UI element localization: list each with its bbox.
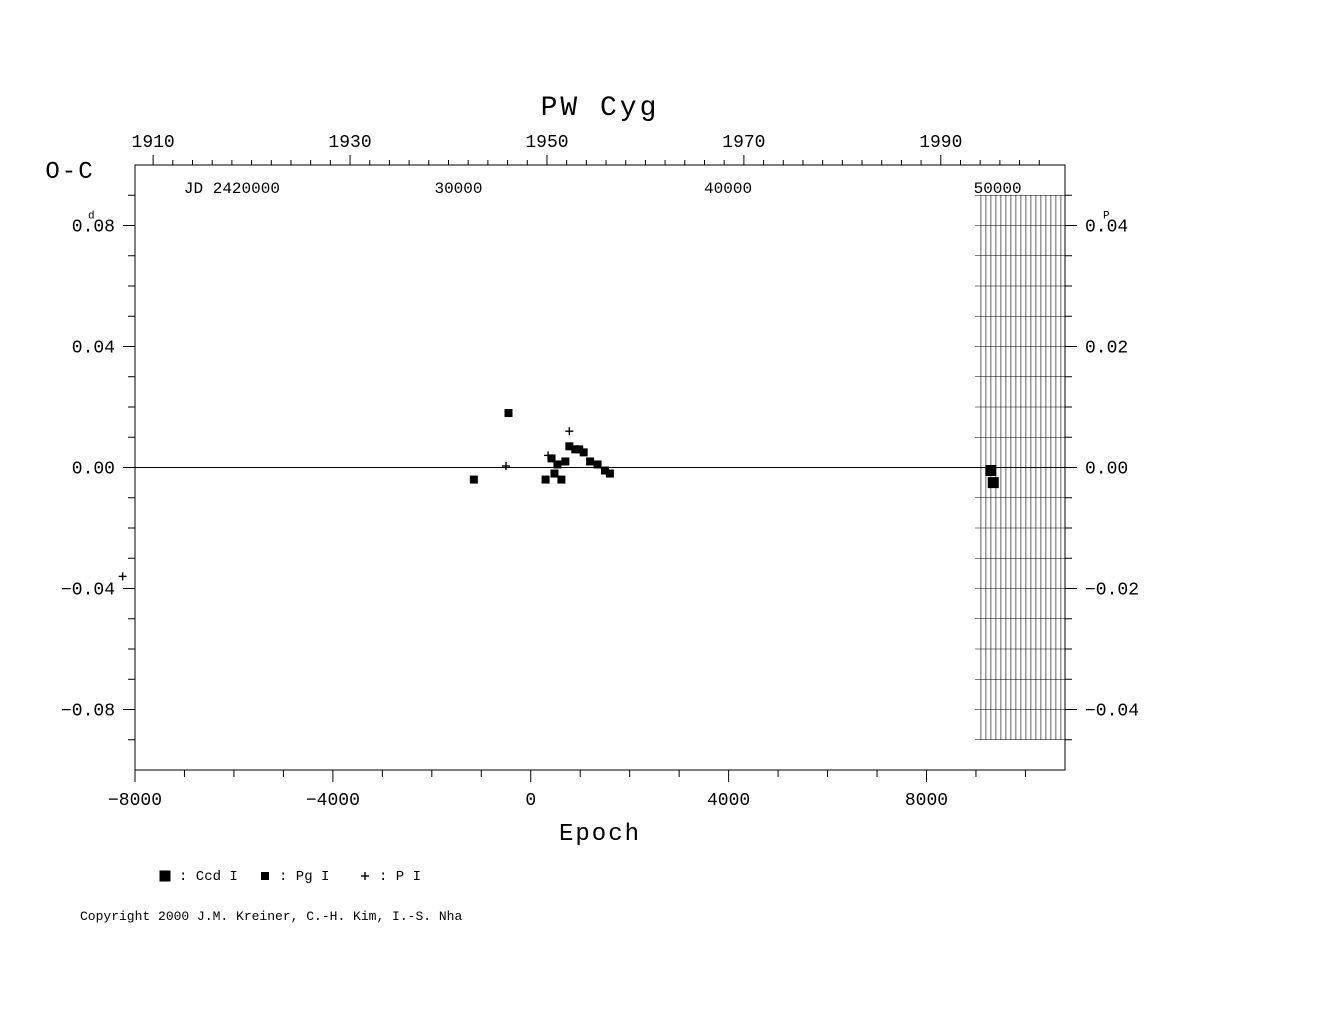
- x-bottom-tick-label: 8000: [905, 791, 948, 811]
- x-top-year-tick: 1950: [525, 133, 568, 153]
- x-bottom-tick-label: 0: [525, 791, 536, 811]
- series-pg-i: [470, 409, 614, 484]
- oc-diagram: −8000 −4000 0 4000 8000 −0.08 −0.04 0.00 0.04 0.0…: [0, 0, 1325, 1020]
- x-bottom-tick-label: −8000: [108, 791, 162, 811]
- x-top-year-tick: 1990: [919, 133, 962, 153]
- x-bottom-tick-label: −4000: [306, 791, 360, 811]
- x-top-year-tick: 1910: [132, 133, 175, 153]
- legend: : Ccd I : Pg I : P I: [160, 869, 422, 885]
- chart-title: PW Cyg: [541, 93, 660, 124]
- y-right-superscript: P: [1103, 211, 1110, 223]
- series-p-i: [119, 427, 574, 580]
- series-ccd-i: [985, 465, 998, 488]
- y-left-superscript: d: [88, 211, 95, 223]
- copyright-text: Copyright 2000 J.M. Kreiner, C.-H. Kim, …: [80, 909, 462, 924]
- legend-label: : Pg I: [279, 869, 329, 885]
- jd-base-label: JD 2420000: [184, 180, 280, 198]
- x-top-year-tick: 1970: [722, 133, 765, 153]
- legend-label: : P I: [379, 869, 421, 885]
- legend-label: : Ccd I: [179, 869, 238, 885]
- y-left-tick-label: 0.00: [72, 460, 115, 480]
- x-bottom-tick-label: 4000: [707, 791, 750, 811]
- x-axis-label: Epoch: [559, 821, 641, 848]
- y-right-tick-label: −0.02: [1085, 581, 1139, 601]
- x-top-year-tick: 1930: [328, 133, 371, 153]
- y-left-tick-label: −0.04: [61, 581, 115, 601]
- jd-tick-label: 30000: [434, 180, 482, 198]
- y-left-tick-label: 0.04: [72, 339, 115, 359]
- y-right-tick-label: 0.02: [1085, 339, 1128, 359]
- y-right-tick-label: 0.00: [1085, 460, 1128, 480]
- jd-tick-label: 40000: [704, 180, 752, 198]
- y-right-tick-label: −0.04: [1085, 702, 1139, 722]
- y-left-tick-label: −0.08: [61, 702, 115, 722]
- y-axis-left-label: O-C: [45, 159, 94, 186]
